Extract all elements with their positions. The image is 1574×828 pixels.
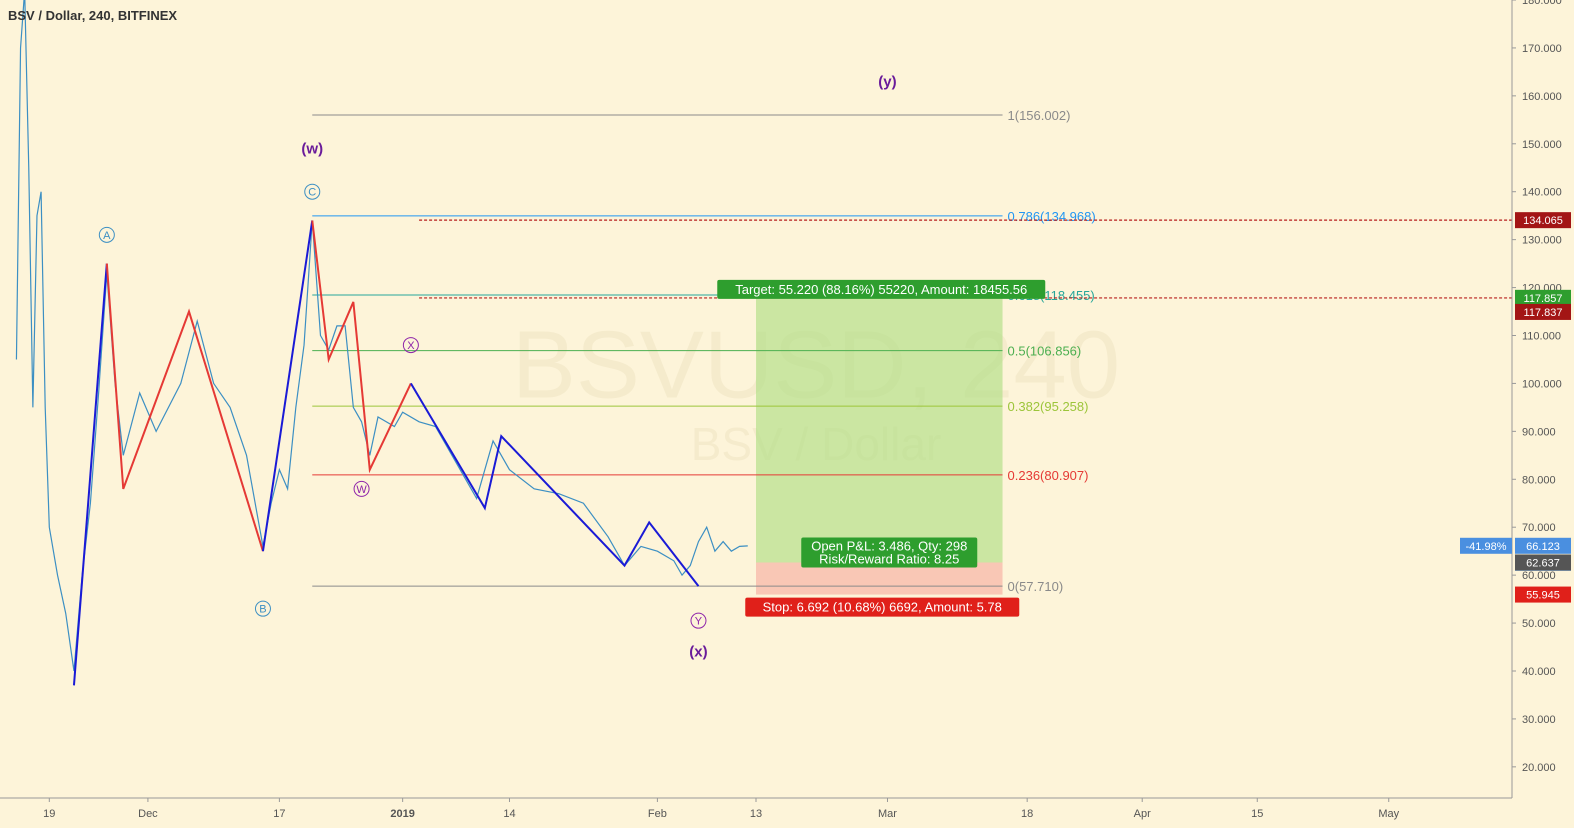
x-tick-label: Apr xyxy=(1134,808,1151,820)
y-tick-label: 90.000 xyxy=(1522,426,1556,438)
x-tick-label: 18 xyxy=(1021,808,1033,820)
target-label-bg xyxy=(717,279,1046,299)
y-tick-label: 170.000 xyxy=(1522,43,1562,55)
circle-label-X: X xyxy=(407,340,415,352)
change-tag-bg xyxy=(1460,537,1512,554)
y-tick-label: 80.000 xyxy=(1522,474,1556,486)
rr-label: Risk/Reward Ratio: 8.25 xyxy=(819,551,959,566)
price-tag-bg xyxy=(1515,586,1571,603)
circle-label-A: A xyxy=(103,230,111,242)
y-tick-label: 180.000 xyxy=(1522,0,1562,7)
y-tick-label: 150.000 xyxy=(1522,139,1562,151)
x-tick-label: May xyxy=(1378,808,1399,820)
wave-label-0: (w) xyxy=(301,140,323,157)
price-tag-bg xyxy=(1515,289,1571,306)
y-tick-label: 30.000 xyxy=(1522,714,1556,726)
price-tag-bg xyxy=(1515,554,1571,571)
price-tag-55.945: 55.945 xyxy=(1526,590,1560,602)
target-zone xyxy=(756,297,1003,563)
x-tick-label: Feb xyxy=(648,808,667,820)
x-tick-label: 15 xyxy=(1251,808,1263,820)
x-axis-panel xyxy=(0,798,1574,828)
x-tick-label: Dec xyxy=(138,808,158,820)
price-tag-66.123: 66.123 xyxy=(1526,541,1560,553)
wave-line-3 xyxy=(311,220,412,474)
pnl-label: Open P&L: 3.486, Qty: 298 xyxy=(811,538,967,553)
price-tag-bg xyxy=(1515,212,1571,229)
circle-label-W: W xyxy=(356,484,367,496)
y-tick-label: 20.000 xyxy=(1522,762,1556,774)
fib-label-0.5: 0.5(106.856) xyxy=(1008,344,1082,359)
wave-label-1: (x) xyxy=(689,644,707,661)
circle-marker-Y xyxy=(690,612,707,629)
circle-marker-B xyxy=(254,600,271,617)
y-tick-label: 100.000 xyxy=(1522,378,1562,390)
circle-marker-C xyxy=(304,183,321,200)
price-tag-117.857: 117.857 xyxy=(1524,293,1563,305)
price-tag-62.637: 62.637 xyxy=(1526,557,1560,569)
circle-label-C: C xyxy=(308,187,316,199)
wave-line-0 xyxy=(72,263,108,686)
y-axis-panel xyxy=(1512,0,1574,828)
y-tick-label: 110.000 xyxy=(1522,330,1561,342)
wave-label-2: (y) xyxy=(878,73,896,90)
y-tick-label: 60.000 xyxy=(1522,570,1556,582)
x-tick-label: 2019 xyxy=(390,808,414,820)
wave-line-2 xyxy=(261,220,314,552)
pnl-label-bg xyxy=(801,537,978,568)
price-tag-117.837: 117.837 xyxy=(1524,307,1563,319)
x-tick-label: Mar xyxy=(878,808,897,820)
change-tag: -41.98% xyxy=(1466,541,1507,553)
circle-label-Y: Y xyxy=(695,616,703,628)
fib-label-0: 0(57.710) xyxy=(1008,579,1064,594)
x-tick-label: 14 xyxy=(503,808,515,820)
stop-label-bg xyxy=(745,597,1020,617)
fib-label-0.382: 0.382(95.258) xyxy=(1008,399,1089,414)
x-tick-label: 13 xyxy=(750,808,762,820)
circle-marker-A xyxy=(98,226,115,243)
price-series-line xyxy=(15,0,748,672)
fib-label-1: 1(156.002) xyxy=(1008,108,1071,123)
target-label: Target: 55.220 (88.16%) 55220, Amount: 1… xyxy=(735,282,1027,297)
fib-label-0.236: 0.236(80.907) xyxy=(1008,468,1089,483)
y-tick-label: 40.000 xyxy=(1522,666,1556,678)
circle-label-B: B xyxy=(259,604,266,616)
y-tick-label: 160.000 xyxy=(1522,91,1562,103)
wave-line-1 xyxy=(105,263,264,552)
fib-label-0.786: 0.786(134.968) xyxy=(1008,209,1096,224)
wave-line-4 xyxy=(410,382,700,587)
stop-label: Stop: 6.692 (10.68%) 6692, Amount: 5.78 xyxy=(763,600,1002,615)
chart-title: BSV / Dollar, 240, BITFINEX xyxy=(8,8,178,23)
price-tag-134.065: 134.065 xyxy=(1523,215,1563,227)
circle-marker-X xyxy=(402,337,419,354)
stop-zone xyxy=(756,562,1003,595)
x-tick-label: 17 xyxy=(273,808,285,820)
price-tag-bg xyxy=(1515,303,1571,320)
y-tick-label: 140.000 xyxy=(1522,187,1562,199)
x-tick-label: 19 xyxy=(43,808,55,820)
price-tag-bg xyxy=(1515,537,1571,554)
circle-marker-W xyxy=(353,480,370,497)
y-tick-label: 130.000 xyxy=(1522,235,1562,247)
y-tick-label: 50.000 xyxy=(1522,618,1556,630)
y-tick-label: 70.000 xyxy=(1522,522,1556,534)
